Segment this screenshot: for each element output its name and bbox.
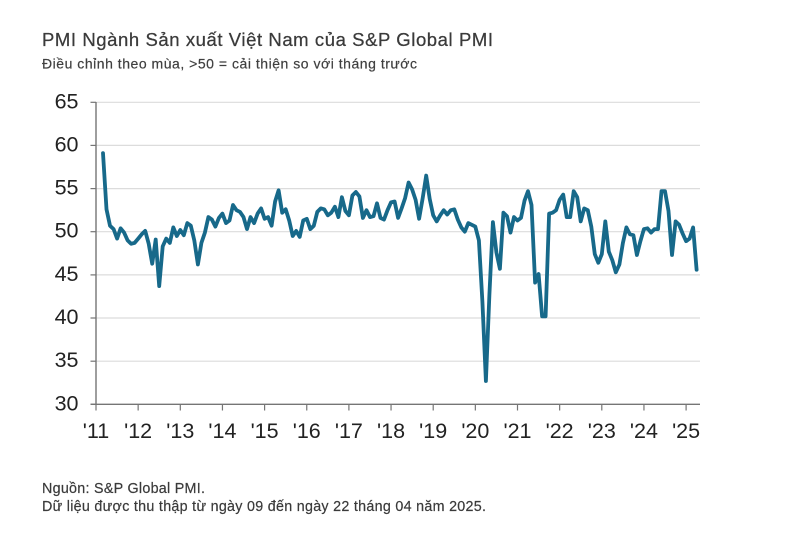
svg-text:60: 60 xyxy=(55,132,79,156)
svg-text:45: 45 xyxy=(55,262,79,286)
svg-text:40: 40 xyxy=(55,305,79,329)
svg-text:'14: '14 xyxy=(208,419,236,443)
svg-text:30: 30 xyxy=(55,391,79,415)
svg-text:'16: '16 xyxy=(293,419,321,443)
svg-text:'22: '22 xyxy=(546,419,574,443)
svg-text:'20: '20 xyxy=(461,419,489,443)
svg-text:65: 65 xyxy=(55,89,79,113)
svg-text:'11: '11 xyxy=(83,419,109,443)
svg-text:Nguồn: S&P Global PMI.: Nguồn: S&P Global PMI. xyxy=(42,481,205,497)
svg-text:Dữ liệu được thu thập từ ngày: Dữ liệu được thu thập từ ngày 09 đến ngà… xyxy=(42,499,486,515)
svg-text:35: 35 xyxy=(55,348,79,372)
svg-text:55: 55 xyxy=(55,176,79,200)
svg-text:50: 50 xyxy=(55,219,79,243)
svg-text:'18: '18 xyxy=(377,419,405,443)
svg-text:'21: '21 xyxy=(503,419,531,443)
svg-text:'19: '19 xyxy=(419,419,447,443)
svg-text:'24: '24 xyxy=(630,419,658,443)
svg-text:'23: '23 xyxy=(588,419,616,443)
svg-text:Điều chỉnh theo mùa, >50 = cải: Điều chỉnh theo mùa, >50 = cải thiện so … xyxy=(42,56,417,72)
svg-text:'17: '17 xyxy=(335,419,363,443)
svg-text:'15: '15 xyxy=(251,419,279,443)
svg-text:'12: '12 xyxy=(124,419,152,443)
svg-text:'25: '25 xyxy=(672,419,700,443)
svg-text:PMI Ngành Sản xuất Việt Nam củ: PMI Ngành Sản xuất Việt Nam của S&P Glob… xyxy=(42,29,493,50)
svg-text:'13: '13 xyxy=(166,419,194,443)
